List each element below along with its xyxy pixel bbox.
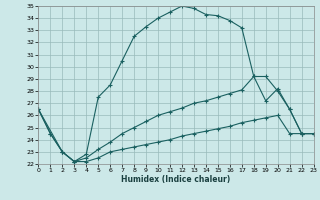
X-axis label: Humidex (Indice chaleur): Humidex (Indice chaleur) (121, 175, 231, 184)
